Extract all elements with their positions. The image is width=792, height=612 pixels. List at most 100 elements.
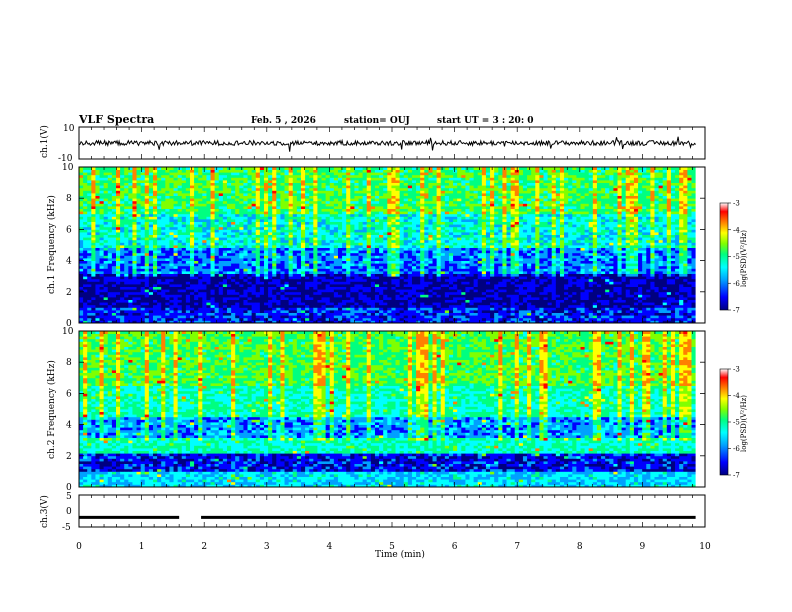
spectrogram-cell <box>235 182 240 186</box>
spectrogram-cell <box>198 284 203 287</box>
spectrogram-cell <box>366 234 372 238</box>
spectrogram-cell <box>124 213 129 217</box>
spectrogram-cell <box>342 273 347 277</box>
spectrogram-cell <box>235 252 240 256</box>
spectrogram-cell <box>272 312 277 316</box>
spectrogram-cell <box>91 304 96 308</box>
spectrogram-cell <box>140 203 146 207</box>
spectrogram-cell <box>198 286 203 290</box>
spectrogram-cell <box>173 281 179 285</box>
spectrogram-cell <box>218 320 224 324</box>
spectrogram-cell <box>383 216 388 220</box>
spectrogram-cell <box>411 167 417 170</box>
spectrogram-cell <box>95 271 100 274</box>
spectrogram-cell <box>152 307 158 311</box>
spectrogram-cell <box>292 250 298 254</box>
spectrogram-cell <box>259 180 265 183</box>
spectrogram-cell <box>350 237 355 241</box>
spectrogram-cell <box>198 320 203 324</box>
spectrogram-cell <box>284 182 290 186</box>
spectrogram-cell <box>387 195 392 199</box>
spectrogram-cell <box>251 208 257 212</box>
spectrogram-cell <box>362 255 368 259</box>
spectrogram-cell <box>79 268 84 272</box>
spectrogram-cell <box>95 304 100 308</box>
spectrogram-cell <box>157 206 162 209</box>
spectrogram-cell <box>165 172 170 176</box>
spectrogram-cell <box>247 185 253 189</box>
spectrogram-cell <box>103 260 109 264</box>
spectrogram-cell <box>132 255 137 259</box>
spectrogram-cell <box>243 291 248 295</box>
spectrogram-cell <box>231 278 236 282</box>
spectrogram-cell <box>177 265 183 269</box>
spectrogram-cell <box>235 242 240 246</box>
spectrogram-cell <box>259 185 265 189</box>
spectrogram-cell <box>239 234 244 238</box>
spectrogram-cell <box>387 317 392 321</box>
spectrogram-cell <box>87 211 92 215</box>
spectrogram-cell <box>300 187 306 191</box>
spectrogram-cell <box>399 284 405 287</box>
spectrogram-cell <box>370 304 376 308</box>
spectrogram-cell <box>358 190 364 194</box>
spectrogram-cell <box>189 224 195 228</box>
spectrogram-cell <box>374 289 380 293</box>
spectrogram-cell <box>231 294 236 298</box>
spectrogram-cell <box>152 211 158 215</box>
spectrogram-cell <box>120 299 125 303</box>
spectrogram-cell <box>247 198 253 202</box>
spectrogram-cell <box>325 258 331 261</box>
spectrogram-cell <box>120 289 125 293</box>
spectrogram-cell <box>288 291 294 295</box>
spectrogram-cell <box>379 180 384 183</box>
spectrogram-cell <box>280 203 285 207</box>
spectrogram-cell <box>268 276 273 280</box>
spectrogram-cell <box>337 239 343 243</box>
spectrogram-cell <box>321 260 327 264</box>
spectrogram-cell <box>144 190 150 194</box>
spectrogram-cell <box>222 203 228 207</box>
spectrogram-cell <box>103 208 109 212</box>
spectrogram-cell <box>185 213 191 217</box>
spectrogram-cell <box>222 219 228 222</box>
spectrogram-cell <box>103 224 109 228</box>
spectrogram-cell <box>354 234 359 238</box>
spectrogram-cell <box>321 190 327 194</box>
spectrogram-cell <box>395 167 401 170</box>
spectrogram-cell <box>255 182 261 186</box>
spectrogram-cell <box>284 310 290 313</box>
spectrogram-cell <box>226 187 232 191</box>
spectrogram-cell <box>91 200 96 204</box>
spectrogram-cell <box>226 208 232 212</box>
spectrogram-cell <box>284 276 290 280</box>
spectrogram-cell <box>87 221 92 225</box>
spectrogram-cell <box>366 310 372 313</box>
spectrogram-cell <box>87 224 92 228</box>
spectrogram-cell <box>169 245 174 248</box>
spectrogram-cell <box>206 211 211 215</box>
spectrogram-cell <box>292 294 298 298</box>
spectrogram-cell <box>399 273 405 277</box>
spectrogram-cell <box>276 284 281 287</box>
spectrogram-cell <box>366 281 372 285</box>
spectrogram-cell <box>309 302 314 306</box>
spectrogram-cell <box>83 281 88 285</box>
spectrogram-cell <box>185 200 191 204</box>
spectrogram-cell <box>276 297 281 300</box>
spectrogram-cell <box>128 187 133 191</box>
spectrogram-cell <box>99 221 105 225</box>
spectrogram-cell <box>374 317 380 321</box>
spectrogram-cell <box>350 294 355 298</box>
spectrogram-cell <box>342 232 347 235</box>
spectrogram-cell <box>284 271 290 274</box>
spectrogram-cell <box>284 286 290 290</box>
spectrogram-cell <box>374 237 380 241</box>
spectrogram-cell <box>120 174 125 178</box>
spectrogram-cell <box>420 304 425 308</box>
spectrogram-cell <box>136 278 142 282</box>
spectrogram-cell <box>358 299 364 303</box>
spectrogram-cell <box>247 177 253 181</box>
spectrogram-cell <box>226 219 232 222</box>
spectrogram-cell <box>313 281 318 285</box>
